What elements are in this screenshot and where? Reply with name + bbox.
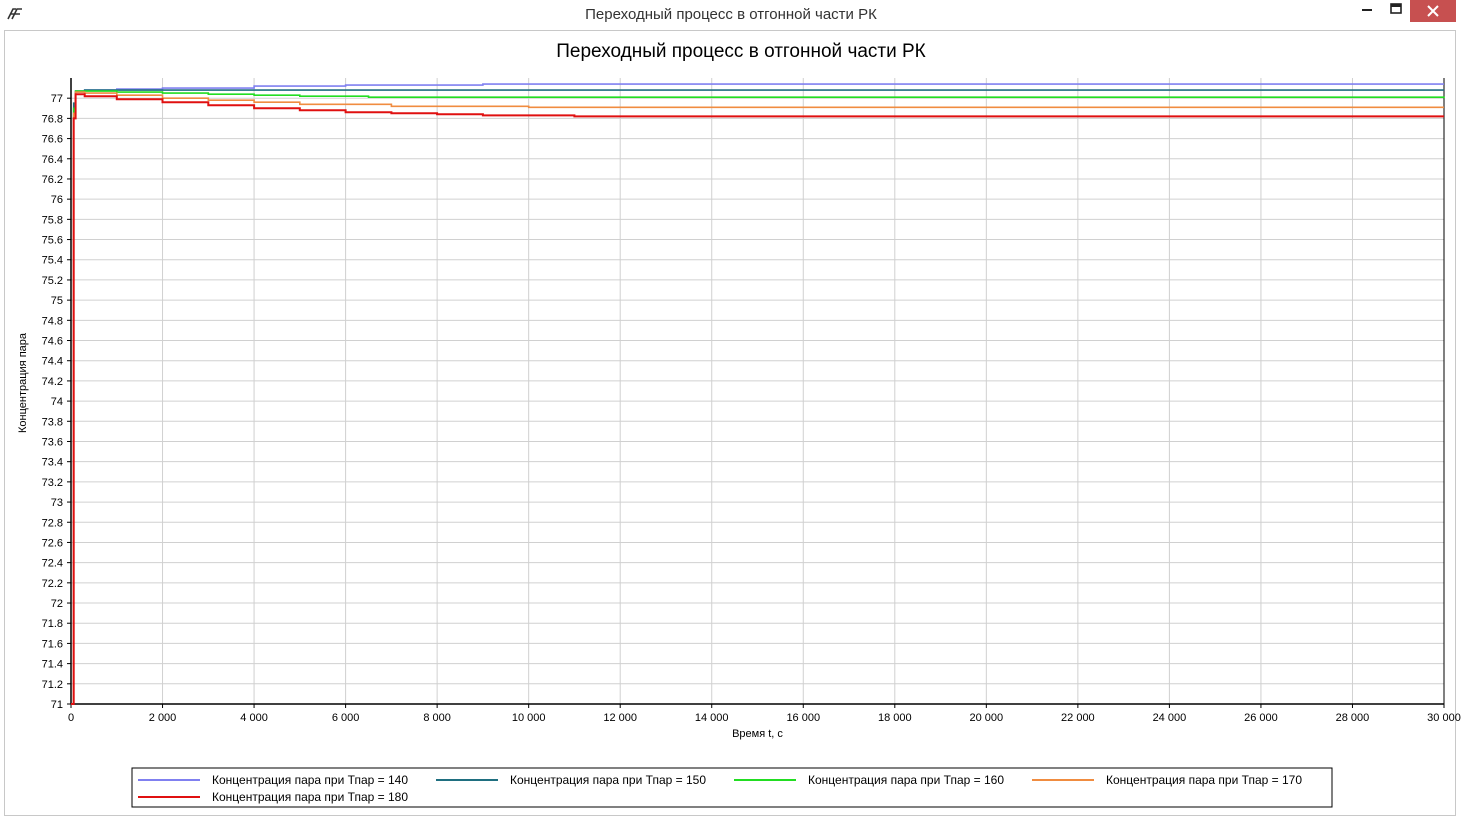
y-tick-label: 76 xyxy=(51,194,63,206)
y-tick-label: 71.2 xyxy=(42,679,63,691)
x-tick-label: 22 000 xyxy=(1061,712,1095,724)
legend-label-3: Концентрация пара при Тпар = 160 xyxy=(808,773,1004,787)
maximize-icon xyxy=(1390,3,1402,14)
y-tick-label: 73.4 xyxy=(42,457,63,469)
close-button[interactable] xyxy=(1410,0,1456,22)
y-tick-label: 75 xyxy=(51,295,63,307)
y-tick-label: 72.4 xyxy=(42,558,63,570)
x-tick-label: 0 xyxy=(68,712,74,724)
y-tick-label: 72.8 xyxy=(42,517,63,529)
y-tick-label: 74.8 xyxy=(42,315,63,327)
y-tick-label: 74 xyxy=(51,396,63,408)
y-tick-label: 73.6 xyxy=(42,436,63,448)
x-tick-label: 12 000 xyxy=(603,712,637,724)
y-tick-label: 76.6 xyxy=(42,134,63,146)
x-tick-label: 8 000 xyxy=(423,712,451,724)
x-tick-label: 28 000 xyxy=(1336,712,1370,724)
y-tick-label: 74.2 xyxy=(42,376,63,388)
y-tick-label: 73.8 xyxy=(42,416,63,428)
y-axis-label: Концентрация пара xyxy=(17,332,29,433)
y-tick-label: 71.8 xyxy=(42,618,63,630)
x-tick-label: 2 000 xyxy=(149,712,177,724)
y-tick-label: 73 xyxy=(51,497,63,509)
minimize-icon xyxy=(1362,9,1372,11)
close-icon xyxy=(1427,5,1439,17)
x-tick-label: 30 000 xyxy=(1427,712,1461,724)
legend-box xyxy=(131,767,1333,808)
x-tick-label: 24 000 xyxy=(1153,712,1187,724)
y-tick-label: 71.4 xyxy=(42,659,63,671)
y-tick-label: 71.6 xyxy=(42,638,63,650)
x-tick-label: 10 000 xyxy=(512,712,546,724)
y-tick-label: 75.2 xyxy=(42,275,63,287)
x-tick-label: 6 000 xyxy=(332,712,360,724)
y-tick-label: 74.6 xyxy=(42,336,63,348)
y-tick-label: 72.2 xyxy=(42,578,63,590)
x-axis-label: Время t, c xyxy=(732,728,783,740)
y-tick-label: 75.6 xyxy=(42,235,63,247)
x-tick-label: 4 000 xyxy=(240,712,268,724)
x-tick-label: 26 000 xyxy=(1244,712,1278,724)
y-tick-label: 76.2 xyxy=(42,174,63,186)
legend-label-5: Концентрация пара при Тпар = 180 xyxy=(212,790,408,804)
y-tick-label: 77 xyxy=(51,93,63,105)
y-tick-label: 75.8 xyxy=(42,214,63,226)
maximize-button[interactable] xyxy=(1382,0,1410,22)
y-tick-label: 76.8 xyxy=(42,113,63,125)
app-logo-icon xyxy=(7,8,22,20)
y-tick-label: 76.4 xyxy=(42,154,63,166)
legend-label-4: Концентрация пара при Тпар = 170 xyxy=(1106,773,1302,787)
x-tick-label: 16 000 xyxy=(786,712,820,724)
y-tick-label: 71 xyxy=(51,699,63,711)
x-tick-label: 14 000 xyxy=(695,712,729,724)
window-title: Переходный процесс в отгонной части РК xyxy=(585,6,877,23)
x-tick-label: 20 000 xyxy=(970,712,1004,724)
y-tick-label: 72.6 xyxy=(42,537,63,549)
chart-title: Переходный процесс в отгонной части РК xyxy=(556,41,926,62)
legend-label-1: Концентрация пара при Тпар = 140 xyxy=(212,773,408,787)
series-line-5 xyxy=(71,93,1444,705)
minimize-button[interactable] xyxy=(1352,0,1382,22)
y-tick-label: 74.4 xyxy=(42,356,63,368)
plot-area xyxy=(71,78,1444,704)
x-tick-label: 18 000 xyxy=(878,712,912,724)
y-tick-label: 72 xyxy=(51,598,63,610)
y-tick-label: 73.2 xyxy=(42,477,63,489)
legend-label-2: Концентрация пара при Тпар = 150 xyxy=(510,773,706,787)
title-bar: Переходный процесс в отгонной части РК xyxy=(0,0,1462,30)
y-tick-label: 75.4 xyxy=(42,255,63,267)
